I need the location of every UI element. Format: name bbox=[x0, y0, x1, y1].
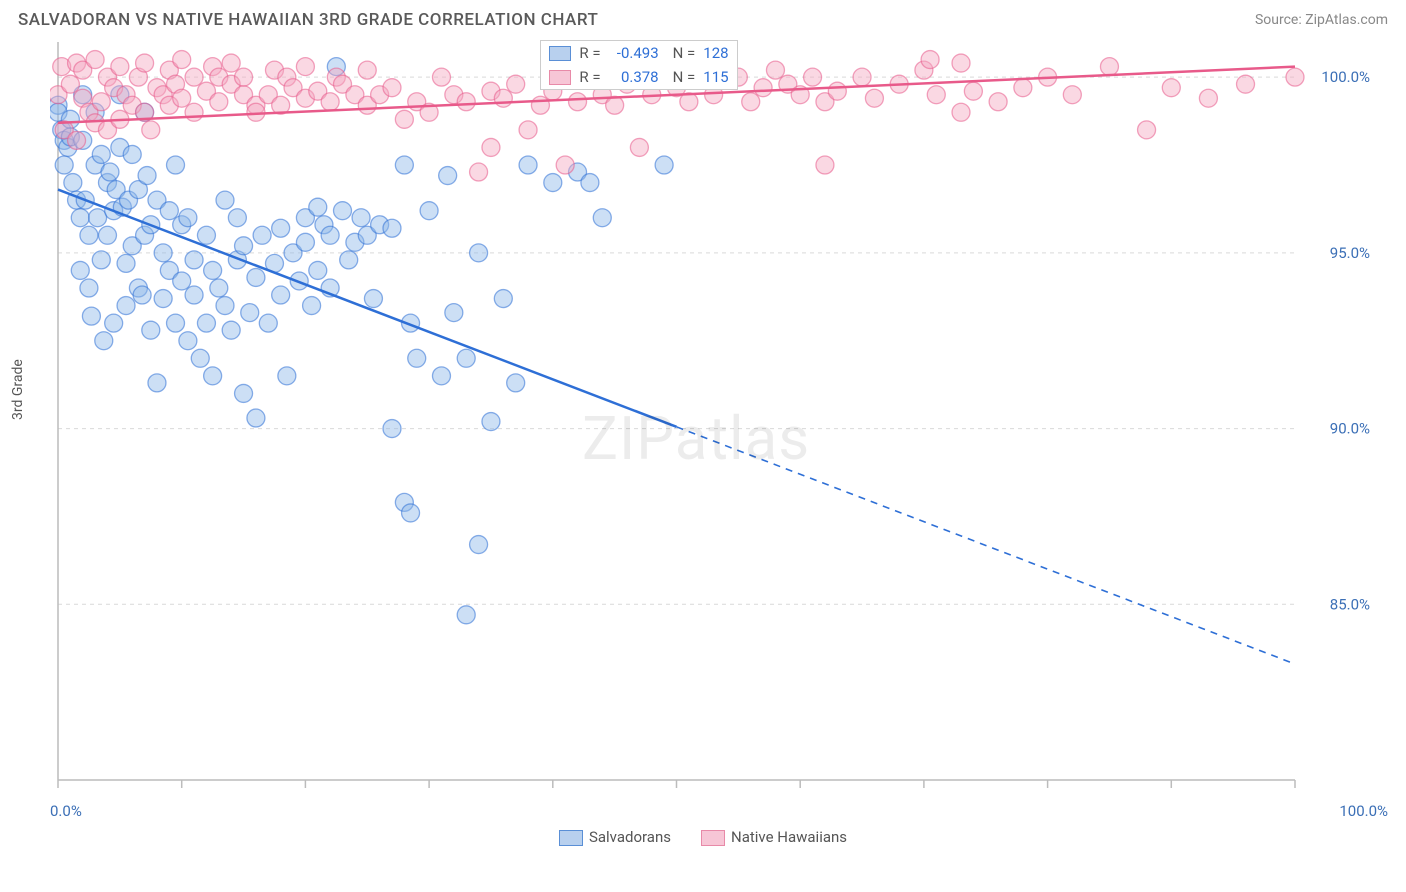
svg-text:100.0%: 100.0% bbox=[1321, 68, 1370, 86]
svg-text:95.0%: 95.0% bbox=[1330, 244, 1370, 262]
legend-item: Salvadorans bbox=[559, 828, 671, 846]
chart-title: SALVADORAN VS NATIVE HAWAIIAN 3RD GRADE … bbox=[18, 10, 598, 30]
svg-text:85.0%: 85.0% bbox=[1330, 595, 1370, 613]
bottom-legend: Salvadorans Native Hawaiians bbox=[0, 828, 1406, 846]
legend-item: Native Hawaiians bbox=[701, 828, 847, 846]
stats-legend-box: R =-0.493N =128R =0.378N =115 bbox=[540, 40, 737, 90]
svg-text:90.0%: 90.0% bbox=[1330, 420, 1370, 438]
x-axis-max-label: 100.0% bbox=[1339, 802, 1388, 820]
y-axis-label: 3rd Grade bbox=[10, 359, 26, 420]
scatter-chart: 85.0% 90.0% 95.0% 100.0% bbox=[50, 38, 1380, 798]
x-axis-min-label: 0.0% bbox=[50, 802, 82, 820]
source-label: Source: ZipAtlas.com bbox=[1255, 12, 1388, 28]
